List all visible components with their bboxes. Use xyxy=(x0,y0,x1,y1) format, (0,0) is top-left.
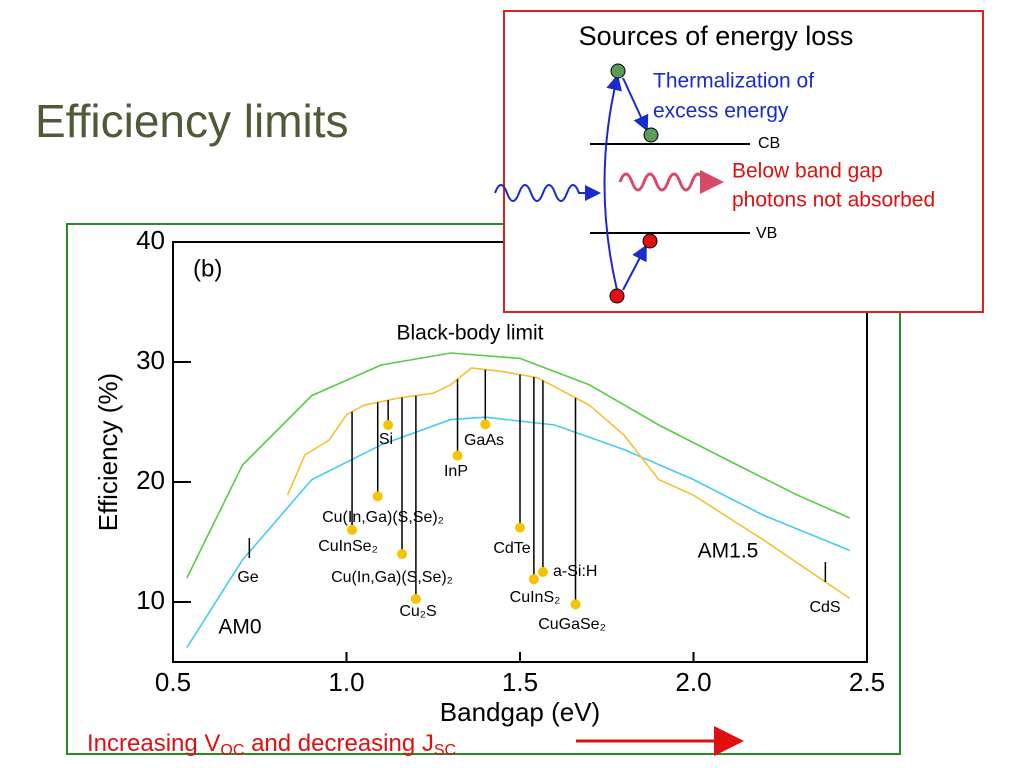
material-label: Si xyxy=(379,431,393,448)
material-label: Cu(In,Ga)(S,Se)₂ xyxy=(331,569,453,586)
material-label: CdS xyxy=(809,599,840,616)
x-tick-label: 2.0 xyxy=(675,667,711,697)
material-point xyxy=(480,419,491,430)
series-line xyxy=(186,352,850,579)
y-tick-label: 20 xyxy=(136,465,165,495)
material-point xyxy=(347,525,358,535)
material-label: CuInS₂ xyxy=(510,589,561,606)
inset-diagram: Sources of energy loss CB VB Thermalizat… xyxy=(494,10,984,313)
footer-part: and decreasing J xyxy=(244,730,433,757)
series-label: AM1.5 xyxy=(698,540,759,563)
chart: (b) Bandgap (eV) Efficiency (%) 0.5 1.0 1.5 2.… xyxy=(93,225,885,727)
x-tick-label: 0.5 xyxy=(155,667,191,697)
series-label: Black-body limit xyxy=(396,322,543,345)
low-energy-wave xyxy=(618,170,724,194)
material-label: Cu(In,Ga)(S,Se)₂ xyxy=(322,509,444,526)
hole xyxy=(642,233,658,249)
material-label: CdTe xyxy=(493,540,530,557)
y-axis-label: Efficiency (%) xyxy=(93,373,123,531)
cb-label: CB xyxy=(758,135,780,152)
material-point xyxy=(452,450,463,461)
electron xyxy=(643,127,659,143)
footer-sub: OC xyxy=(220,742,244,759)
inset-frame xyxy=(503,10,984,313)
material-point xyxy=(372,491,383,502)
inset-title: Sources of energy loss xyxy=(579,21,854,51)
material-point xyxy=(383,420,394,430)
below-gap-text: Below band gap xyxy=(732,160,883,183)
x-axis-label: Bandgap (eV) xyxy=(440,697,600,727)
photon-wave xyxy=(494,184,601,202)
material-point xyxy=(570,599,581,610)
relax-arrow xyxy=(622,77,649,132)
footer-text: Increasing VOC and decreasing JSC xyxy=(87,730,456,759)
material-label: Ge xyxy=(237,569,258,586)
material-point xyxy=(537,567,548,577)
excitation-arrow xyxy=(603,74,623,291)
thermalization-text: excess energy xyxy=(653,100,789,123)
below-gap-text: photons not absorbed xyxy=(732,189,935,212)
electron-hot xyxy=(610,63,626,79)
vb-label: VB xyxy=(756,225,777,242)
thermalization-text: Thermalization of xyxy=(653,70,814,93)
footer-sub: SC xyxy=(434,742,456,759)
material-point xyxy=(515,522,525,533)
y-tick-label: 30 xyxy=(136,345,165,375)
footer-part: Increasing V xyxy=(87,730,220,757)
hole-hot xyxy=(609,288,625,304)
y-tick-label: 40 xyxy=(136,225,165,255)
x-tick-label: 1.5 xyxy=(502,667,538,697)
chart-title: (b) xyxy=(193,255,222,282)
x-tick-label: 1.0 xyxy=(328,667,364,697)
material-label: CuGaSe₂ xyxy=(538,616,606,633)
series-line xyxy=(286,367,851,600)
material-label: InP xyxy=(444,463,468,480)
x-tick-label: 2.5 xyxy=(849,667,885,697)
material-point xyxy=(528,574,539,585)
relax-arrow xyxy=(622,244,647,291)
material-label: Cu₂S xyxy=(399,603,436,620)
series-label: AM0 xyxy=(218,616,261,639)
chart-frame xyxy=(66,223,901,755)
slide-title: Efficiency limits xyxy=(35,95,349,147)
material-label: CuInSe₂ xyxy=(318,538,378,555)
material-label: GaAs xyxy=(464,432,504,449)
material-point xyxy=(397,549,408,559)
y-tick-label: 10 xyxy=(136,585,165,615)
material-point xyxy=(410,594,421,604)
